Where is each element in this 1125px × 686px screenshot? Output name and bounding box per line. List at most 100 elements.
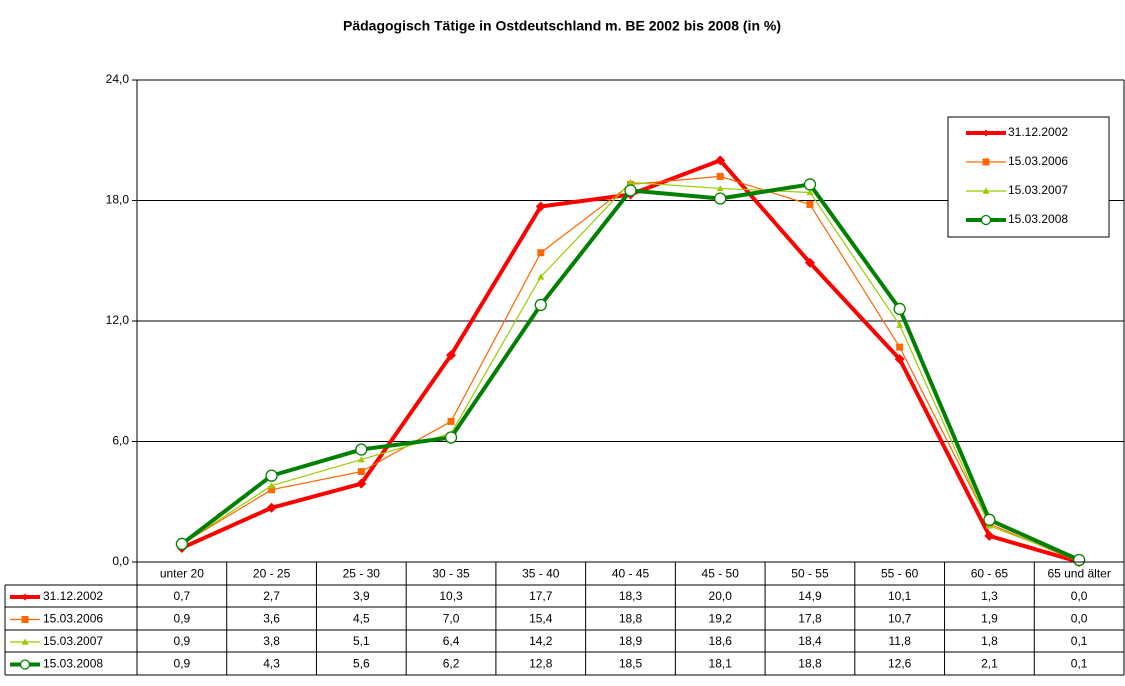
- table-cell: 18,8: [798, 657, 822, 671]
- marker: [715, 155, 726, 166]
- table-cell: 0,9: [174, 634, 191, 648]
- table-cell: 0,1: [1071, 657, 1088, 671]
- table-cell: 18,4: [798, 634, 822, 648]
- marker: [175, 537, 189, 551]
- marker: [714, 192, 727, 205]
- marker: [21, 616, 29, 623]
- y-tick-label: 24,0: [106, 72, 130, 86]
- marker: [982, 129, 990, 137]
- legend-box: [947, 116, 1110, 238]
- table-cell: 4,5: [353, 612, 370, 626]
- marker: [357, 456, 365, 463]
- marker: [896, 321, 904, 328]
- table-cell: 0,0: [1071, 612, 1088, 626]
- marker: [716, 184, 724, 192]
- marker: [21, 638, 29, 645]
- table-cell: 12,8: [529, 657, 553, 671]
- series-line: [180, 182, 1080, 562]
- marker: [268, 486, 276, 494]
- table-header: 50 - 55: [791, 567, 829, 581]
- marker: [537, 273, 545, 280]
- marker: [984, 530, 995, 541]
- table-row-label: 15.03.2008: [43, 657, 103, 671]
- marker: [983, 513, 996, 526]
- marker: [1072, 553, 1086, 567]
- marker: [982, 158, 990, 166]
- table-header: 45 - 50: [702, 567, 740, 581]
- table-cell: 14,9: [798, 589, 822, 603]
- series-line: [181, 158, 1080, 564]
- table-cell: 18,5: [619, 657, 643, 671]
- legend-label: 31.12.2002: [1008, 125, 1068, 139]
- table-cell: 10,3: [439, 589, 463, 603]
- table-row-label: 15.03.2007: [43, 634, 103, 648]
- table-cell: 18,1: [709, 657, 733, 671]
- table-cell: 0,0: [1071, 589, 1088, 603]
- marker: [893, 302, 906, 316]
- table-header: 20 - 25: [253, 567, 291, 581]
- table-header: 35 - 40: [522, 567, 560, 581]
- table-cell: 20,0: [709, 589, 733, 603]
- table-cell: 12,6: [888, 657, 912, 671]
- table-cell: 17,7: [529, 589, 553, 603]
- marker: [444, 431, 458, 444]
- legend-label: 15.03.2006: [1008, 154, 1068, 168]
- table-header: 25 - 30: [343, 567, 381, 581]
- marker: [627, 178, 634, 186]
- table-cell: 0,1: [1071, 634, 1088, 648]
- marker: [268, 482, 276, 489]
- marker: [806, 188, 814, 196]
- table-cell: 10,1: [888, 589, 912, 603]
- table-row-label: 15.03.2006: [43, 612, 103, 626]
- table-header: 55 - 60: [881, 567, 919, 581]
- marker: [806, 201, 814, 209]
- table-cell: 0,7: [174, 589, 191, 603]
- table-cell: 3,9: [353, 589, 370, 603]
- marker: [624, 184, 637, 197]
- table-cell: 2,7: [263, 589, 280, 603]
- table-cell: 18,6: [709, 634, 733, 648]
- chart-title: Pädagogisch Tätige in Ostdeutschland m. …: [343, 18, 781, 34]
- table-cell: 2,1: [981, 657, 998, 671]
- series-line: [181, 181, 1080, 561]
- table-cell: 11,8: [888, 634, 911, 648]
- marker: [446, 350, 457, 361]
- legend-label: 15.03.2008: [1008, 212, 1068, 226]
- table-cell: 17,8: [798, 612, 822, 626]
- table-cell: 0,9: [174, 657, 191, 671]
- table-cell: 5,1: [353, 634, 370, 648]
- table-header: unter 20: [160, 567, 204, 581]
- marker: [982, 187, 990, 194]
- marker: [980, 214, 992, 226]
- table-cell: 10,7: [888, 612, 912, 626]
- marker: [447, 417, 455, 425]
- table-header: 60 - 65: [971, 567, 1009, 581]
- marker: [357, 468, 365, 476]
- table-cell: 3,8: [263, 634, 280, 648]
- table-cell: 1,3: [981, 589, 998, 603]
- table-cell: 15,4: [529, 612, 553, 626]
- marker: [356, 478, 367, 489]
- y-tick-label: 12,0: [106, 313, 130, 327]
- marker: [804, 257, 815, 268]
- table-cell: 18,9: [619, 634, 643, 648]
- y-tick-label: 6,0: [112, 434, 129, 448]
- marker: [19, 659, 31, 670]
- marker: [894, 354, 905, 365]
- table-cell: 7,0: [443, 612, 460, 626]
- table-header: 65 und älter: [1047, 567, 1110, 581]
- table-row-label: 31.12.2002: [43, 589, 103, 603]
- marker: [21, 593, 29, 601]
- table-cell: 3,6: [263, 612, 280, 626]
- table-cell: 4,3: [263, 657, 280, 671]
- table-cell: 6,2: [443, 657, 460, 671]
- table-cell: 1,8: [981, 634, 998, 648]
- marker: [266, 502, 277, 513]
- marker: [716, 172, 724, 180]
- marker: [535, 201, 546, 212]
- marker: [896, 343, 904, 351]
- table-cell: 14,2: [529, 634, 553, 648]
- table-cell: 18,8: [619, 612, 643, 626]
- table-header: 40 - 45: [612, 567, 650, 581]
